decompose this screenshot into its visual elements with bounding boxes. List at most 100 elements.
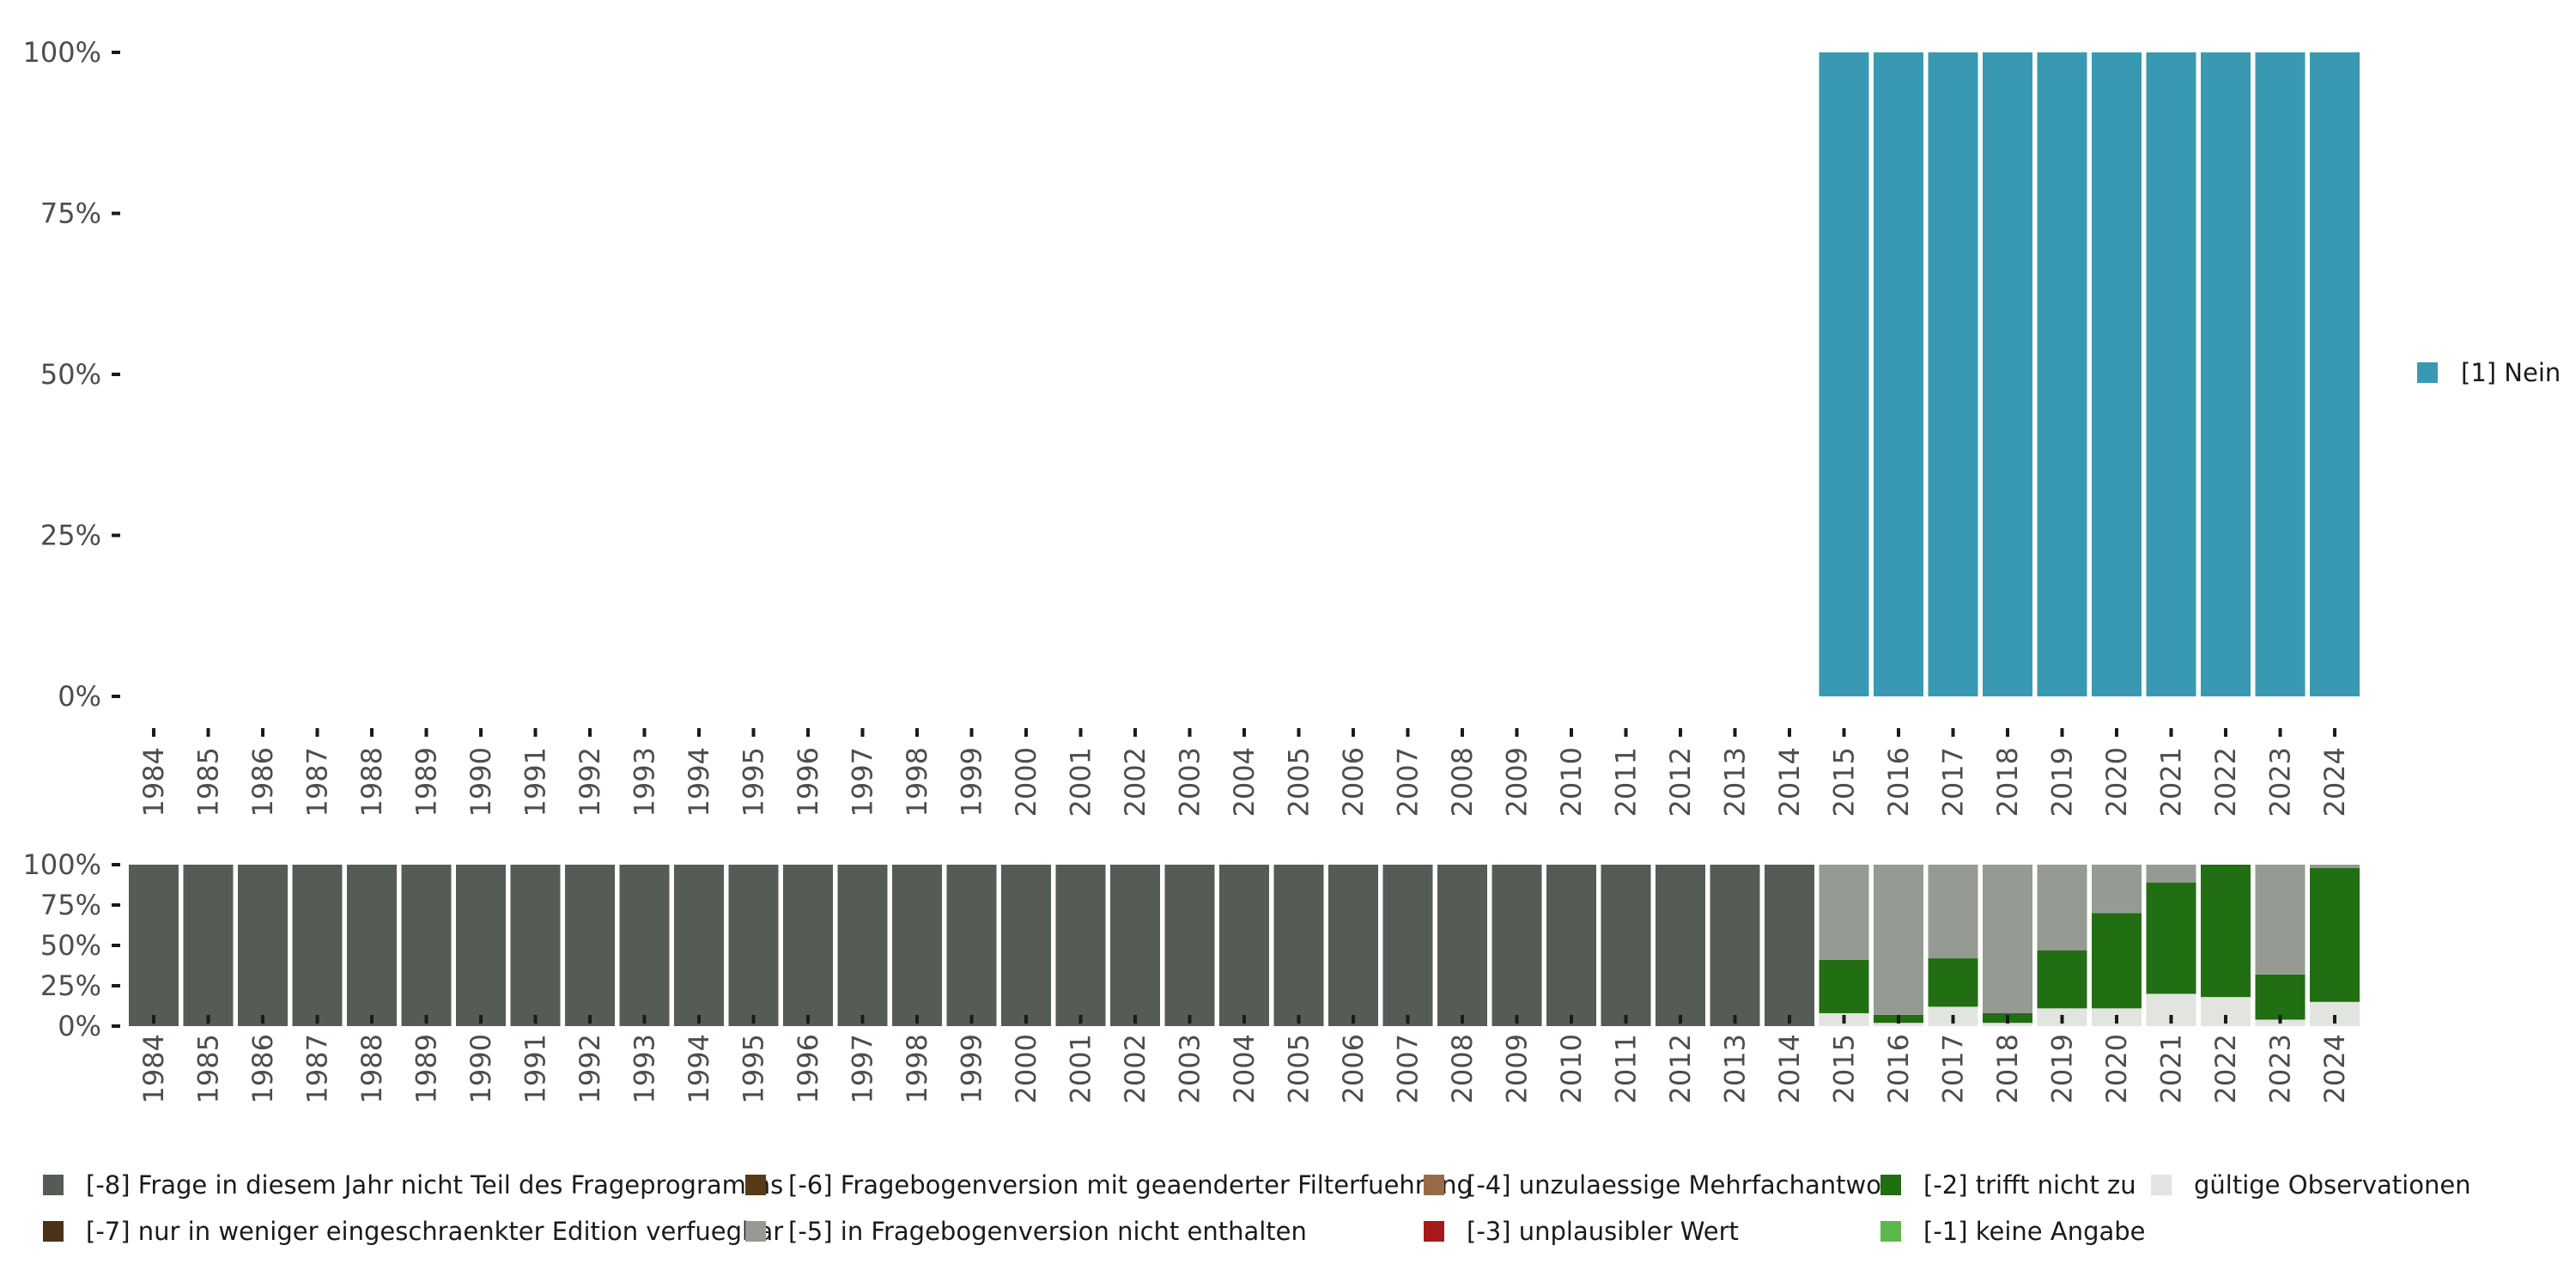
y-tick-label-top-1: 25% bbox=[40, 519, 101, 552]
bar-bottom-1991-s3 bbox=[510, 865, 561, 1026]
legend-bottom-label-5: [-3] unplausibler Wert bbox=[1467, 1217, 1739, 1246]
x-tick-label-bottom-2000: 2000 bbox=[1010, 1034, 1042, 1103]
bar-bottom-2014-s3 bbox=[1765, 865, 1814, 1026]
bar-top-2024-s0 bbox=[2310, 52, 2360, 696]
bar-bottom-2018-s0 bbox=[1983, 1023, 2032, 1026]
y-tick-label-bottom-2: 50% bbox=[40, 929, 101, 962]
y-tick-label-top-2: 50% bbox=[40, 358, 101, 391]
x-tick-label-top-2008: 2008 bbox=[1446, 747, 1479, 817]
legend-bottom-key-7 bbox=[1880, 1221, 1901, 1242]
x-tick-label-bottom-2013: 2013 bbox=[1719, 1034, 1752, 1103]
bar-bottom-2019-s2 bbox=[2037, 865, 2087, 951]
bar-bottom-2003-s3 bbox=[1164, 865, 1215, 1026]
x-tick-label-bottom-1997: 1997 bbox=[847, 1034, 879, 1103]
bar-bottom-1992-s3 bbox=[565, 865, 615, 1026]
x-tick-label-top-2003: 2003 bbox=[1174, 747, 1206, 817]
bar-bottom-2024-s2 bbox=[2310, 865, 2360, 868]
bar-bottom-1984-s3 bbox=[129, 865, 179, 1026]
x-tick-label-bottom-2021: 2021 bbox=[2155, 1034, 2188, 1103]
x-tick-label-bottom-1984: 1984 bbox=[137, 1034, 170, 1103]
x-tick-label-bottom-2018: 2018 bbox=[1991, 1034, 2024, 1103]
bar-bottom-1994-s3 bbox=[674, 865, 724, 1026]
x-tick-label-top-2014: 2014 bbox=[1773, 747, 1806, 817]
bar-bottom-2011-s3 bbox=[1601, 865, 1651, 1026]
x-tick-label-bottom-1987: 1987 bbox=[301, 1034, 334, 1103]
bar-bottom-2007-s3 bbox=[1382, 865, 1433, 1026]
x-tick-label-bottom-2023: 2023 bbox=[2264, 1034, 2297, 1103]
bar-bottom-1996-s3 bbox=[783, 865, 833, 1026]
bar-bottom-2004-s3 bbox=[1219, 865, 1269, 1026]
x-tick-label-bottom-1994: 1994 bbox=[683, 1034, 715, 1103]
x-tick-label-bottom-2001: 2001 bbox=[1065, 1034, 1097, 1103]
bar-bottom-1999-s3 bbox=[946, 865, 997, 1026]
x-tick-label-bottom-1988: 1988 bbox=[355, 1034, 388, 1103]
bar-bottom-1990-s3 bbox=[456, 865, 506, 1026]
x-tick-label-bottom-1986: 1986 bbox=[246, 1034, 279, 1103]
x-tick-label-top-2001: 2001 bbox=[1065, 747, 1097, 817]
legend-bottom-key-8 bbox=[2151, 1175, 2172, 1195]
legend-bottom-label-0: [-8] Frage in diesem Jahr nicht Teil des… bbox=[86, 1170, 783, 1200]
x-tick-label-top-1999: 1999 bbox=[956, 747, 988, 817]
bar-bottom-2008-s3 bbox=[1437, 865, 1487, 1026]
x-tick-label-top-2016: 2016 bbox=[1882, 747, 1915, 817]
x-tick-label-top-2020: 2020 bbox=[2100, 747, 2133, 817]
legend-bottom-label-8: gültige Observationen bbox=[2194, 1170, 2471, 1200]
x-tick-label-bottom-1996: 1996 bbox=[792, 1034, 824, 1103]
bar-top-2017-s0 bbox=[1928, 52, 1978, 696]
x-tick-label-bottom-2011: 2011 bbox=[1610, 1034, 1643, 1103]
bar-bottom-2022-s1 bbox=[2201, 865, 2251, 998]
x-tick-label-bottom-2020: 2020 bbox=[2100, 1034, 2133, 1103]
y-tick-label-bottom-3: 75% bbox=[40, 889, 101, 921]
bar-top-2020-s0 bbox=[2092, 52, 2142, 696]
bar-bottom-2021-s2 bbox=[2146, 865, 2196, 883]
bar-bottom-1986-s3 bbox=[238, 865, 288, 1026]
bar-bottom-1998-s3 bbox=[892, 865, 942, 1026]
bar-bottom-2015-s1 bbox=[1819, 959, 1869, 1013]
x-tick-label-bottom-1995: 1995 bbox=[738, 1034, 770, 1103]
bar-top-2021-s0 bbox=[2146, 52, 2196, 696]
legend-bottom-label-3: [-5] in Fragebogenversion nicht enthalte… bbox=[788, 1217, 1307, 1246]
bar-bottom-2001-s3 bbox=[1055, 865, 1106, 1026]
bar-bottom-2002-s3 bbox=[1110, 865, 1160, 1026]
bar-bottom-2015-s2 bbox=[1819, 865, 1869, 960]
x-tick-label-top-2005: 2005 bbox=[1283, 747, 1315, 817]
x-tick-label-bottom-1989: 1989 bbox=[410, 1034, 443, 1103]
x-tick-label-top-2009: 2009 bbox=[1501, 747, 1534, 817]
x-tick-label-top-1995: 1995 bbox=[738, 747, 770, 817]
x-tick-label-bottom-2010: 2010 bbox=[1555, 1034, 1588, 1103]
legend-bottom-key-1 bbox=[43, 1221, 64, 1242]
x-tick-label-top-1991: 1991 bbox=[519, 747, 552, 817]
x-tick-label-bottom-2015: 2015 bbox=[1828, 1034, 1861, 1103]
x-tick-label-bottom-2002: 2002 bbox=[1119, 1034, 1151, 1103]
bar-bottom-1989-s3 bbox=[401, 865, 452, 1026]
bar-bottom-1995-s3 bbox=[728, 865, 779, 1026]
legend-bottom-key-4 bbox=[1424, 1175, 1444, 1195]
x-tick-label-top-2007: 2007 bbox=[1392, 747, 1425, 817]
legend-bottom-label-6: [-2] trifft nicht zu bbox=[1923, 1170, 2136, 1200]
bar-bottom-2023-s1 bbox=[2255, 974, 2306, 1020]
x-tick-label-top-2017: 2017 bbox=[1937, 747, 1970, 817]
y-tick-label-bottom-4: 100% bbox=[23, 848, 101, 881]
bar-top-2019-s0 bbox=[2037, 52, 2087, 696]
bar-bottom-1997-s3 bbox=[837, 865, 888, 1026]
legend-bottom-key-2 bbox=[745, 1175, 766, 1195]
x-tick-label-top-1990: 1990 bbox=[465, 747, 497, 817]
x-tick-label-bottom-2008: 2008 bbox=[1446, 1034, 1479, 1103]
y-tick-label-bottom-1: 25% bbox=[40, 969, 101, 1002]
bar-bottom-2020-s2 bbox=[2092, 865, 2142, 914]
x-tick-label-top-2022: 2022 bbox=[2209, 747, 2242, 817]
x-tick-label-top-2012: 2012 bbox=[1664, 747, 1697, 817]
x-tick-label-top-1986: 1986 bbox=[246, 747, 279, 817]
y-tick-label-top-4: 100% bbox=[23, 36, 101, 69]
bar-top-2016-s0 bbox=[1874, 52, 1923, 696]
legend-bottom-key-3 bbox=[745, 1221, 766, 1242]
bar-bottom-1985-s3 bbox=[183, 865, 234, 1026]
bar-bottom-2020-s1 bbox=[2092, 913, 2142, 1009]
legend-bottom-label-1: [-7] nur in weniger eingeschraenkter Edi… bbox=[86, 1217, 783, 1246]
x-tick-label-top-2015: 2015 bbox=[1828, 747, 1861, 817]
x-tick-label-bottom-1985: 1985 bbox=[192, 1034, 225, 1103]
x-tick-label-top-2004: 2004 bbox=[1228, 747, 1261, 817]
x-tick-label-bottom-2019: 2019 bbox=[2046, 1034, 2079, 1103]
